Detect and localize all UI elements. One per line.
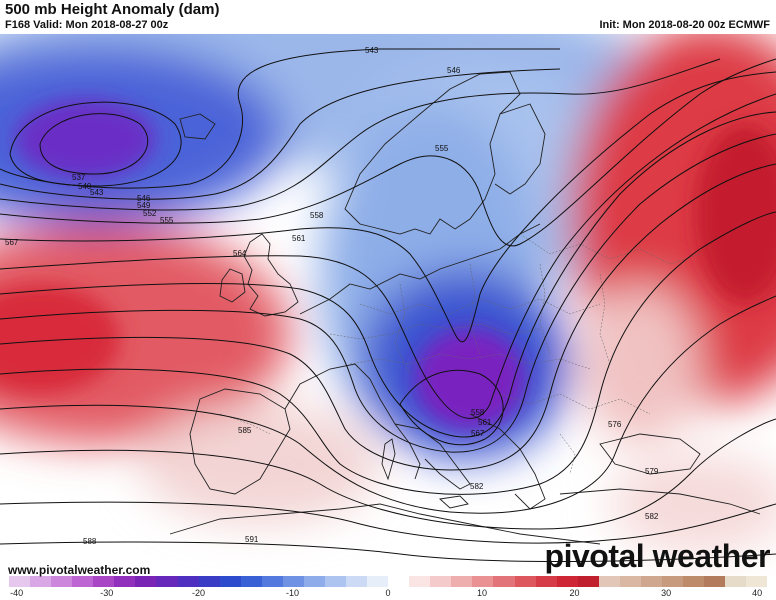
contour-label: 543 — [90, 188, 104, 197]
contour-label: 579 — [645, 467, 659, 476]
contour-label: 582 — [645, 512, 659, 521]
contour-label: 576 — [608, 420, 622, 429]
contour-label: 549 — [137, 201, 151, 210]
colorbar-tick: 40 — [752, 588, 763, 598]
contour-label: 585 — [238, 426, 252, 435]
contour-labels: 543 546 555 537 540 543 546 549 552 555 … — [5, 46, 659, 546]
colorbar-ticks: -40 -30 -20 -10 0 10 20 30 40 — [9, 588, 767, 600]
contour-label: 558 — [310, 211, 324, 220]
colorbar-tick: 0 — [385, 588, 391, 598]
website-url: www.pivotalweather.com — [8, 563, 151, 577]
contour-label: 543 — [365, 46, 379, 55]
anomaly-map: 543 546 555 537 540 543 546 549 552 555 … — [0, 34, 776, 576]
init-time: Init: Mon 2018-08-20 00z ECMWF — [599, 19, 770, 31]
colorbar-gradient — [9, 576, 768, 587]
colorbar-tick: -10 — [285, 588, 299, 598]
map-canvas: 543 546 555 537 540 543 546 549 552 555 … — [0, 34, 776, 576]
colorbar-tick: -30 — [100, 588, 114, 598]
contour-label: 558 — [471, 408, 485, 417]
map-header: 500 mb Height Anomaly (dam) F168 Valid: … — [0, 0, 776, 34]
colorbar-tick: -20 — [191, 588, 206, 598]
height-contours — [0, 48, 776, 562]
contour-label: 537 — [72, 173, 86, 182]
valid-time: F168 Valid: Mon 2018-08-27 00z — [5, 19, 169, 31]
contour-label: 582 — [470, 482, 484, 491]
contour-label: 564 — [233, 249, 247, 258]
contour-label: 552 — [143, 209, 157, 218]
contour-label: 561 — [478, 418, 492, 427]
contour-label: 555 — [435, 144, 449, 153]
anomaly-shading — [0, 34, 776, 576]
colorbar-legend: -40 -30 -20 -10 0 10 20 30 40 — [0, 576, 776, 600]
contour-label: 591 — [245, 535, 259, 544]
colorbar-tick: 20 — [569, 588, 580, 598]
contour-label: 546 — [137, 194, 151, 203]
contour-label: 567 — [5, 238, 19, 247]
brand-logo: pivotal weather — [544, 538, 771, 574]
contour-label: 561 — [292, 234, 306, 243]
contour-label: 555 — [160, 216, 174, 225]
contour-label: 546 — [447, 66, 461, 75]
contour-label: 588 — [83, 537, 97, 546]
colorbar-tick: 30 — [661, 588, 672, 598]
colorbar-tick: 10 — [476, 588, 487, 598]
map-title: 500 mb Height Anomaly (dam) — [5, 1, 220, 18]
colorbar-tick: -40 — [10, 588, 24, 598]
contour-label: 567 — [471, 429, 485, 438]
contour-label: 540 — [78, 182, 92, 191]
